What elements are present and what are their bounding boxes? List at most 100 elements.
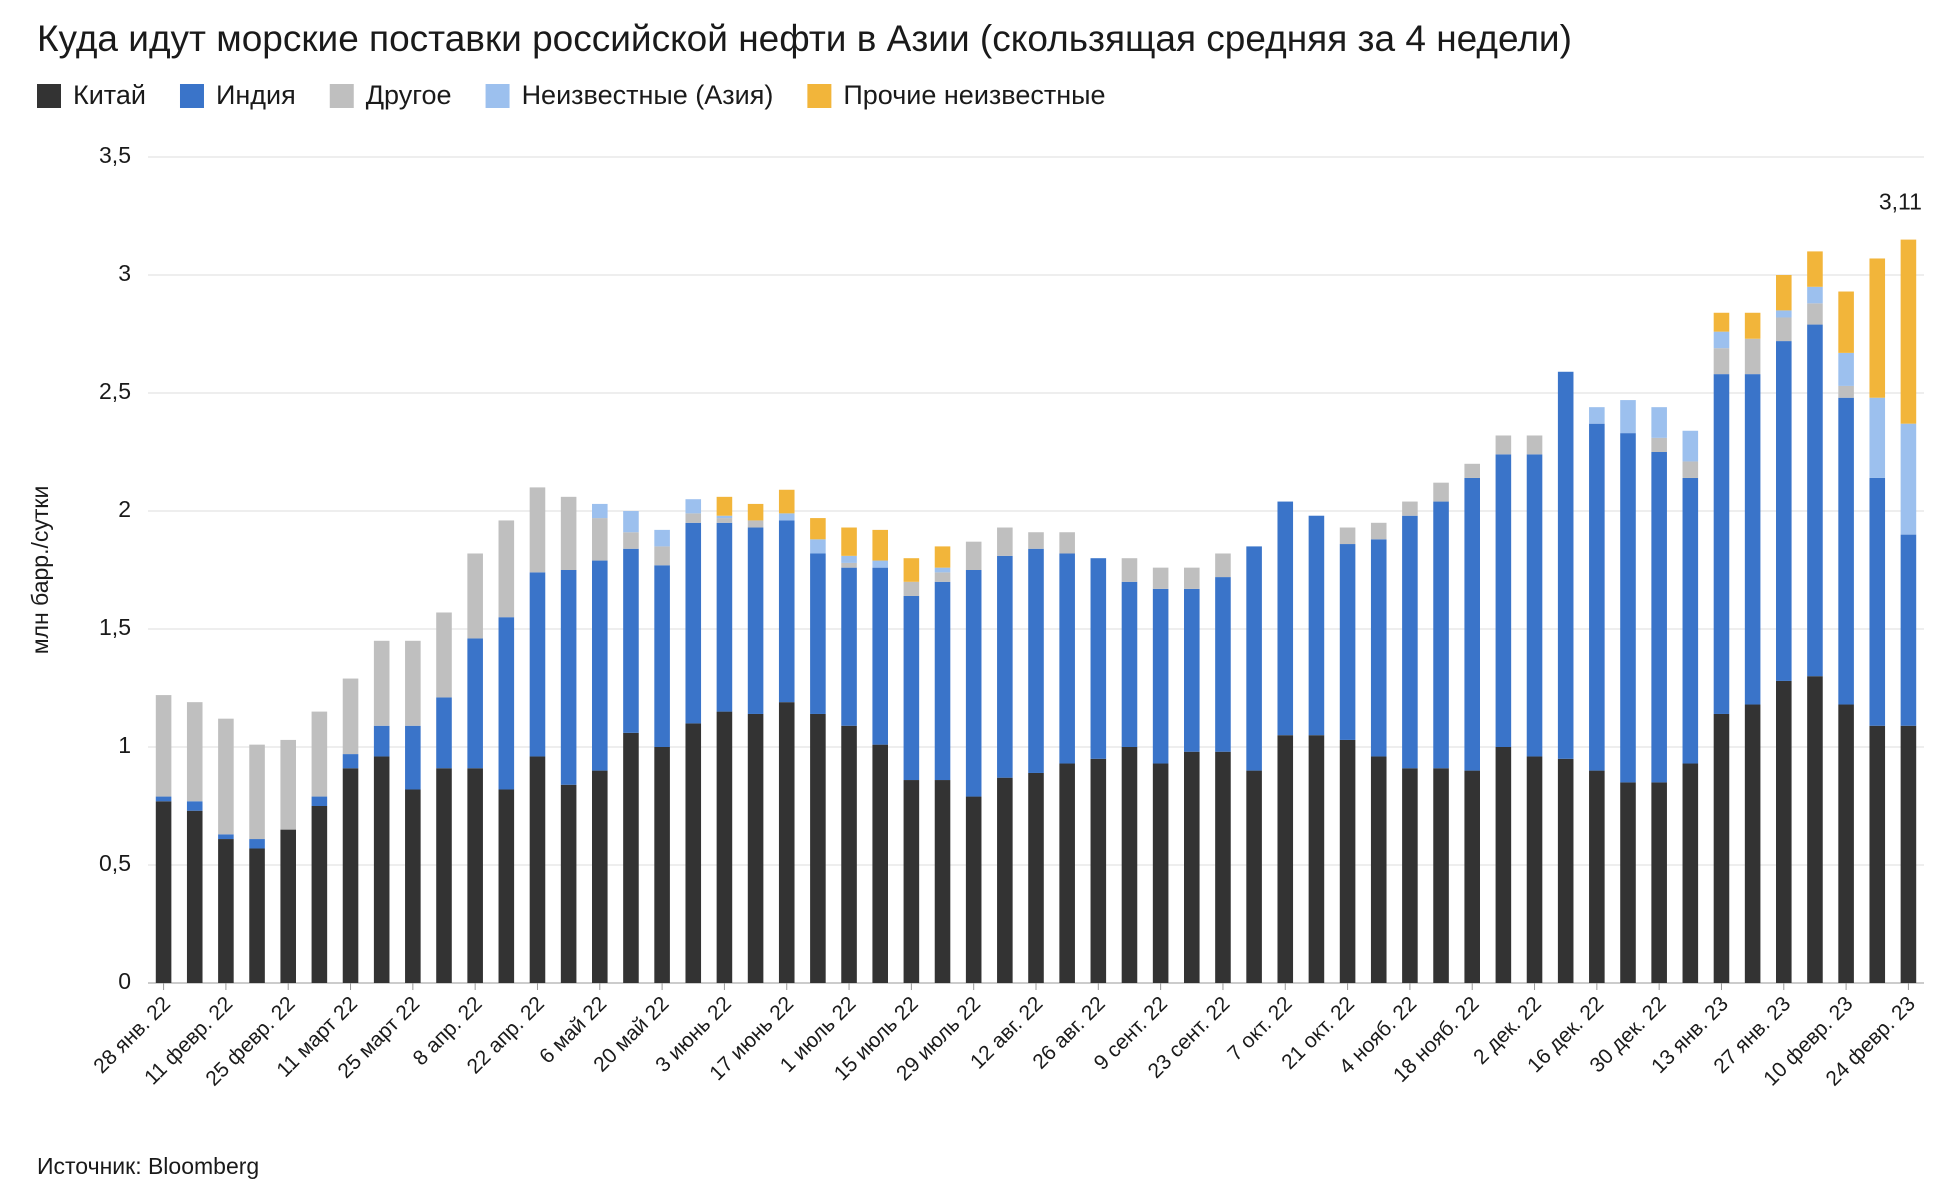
bar-segment	[685, 522, 702, 724]
bar-segment	[1900, 725, 1917, 983]
bar-segment	[1370, 539, 1387, 757]
bar-segment	[1402, 501, 1418, 516]
bar-segment	[1807, 676, 1823, 983]
bar-segment	[467, 638, 483, 769]
bar-segment	[405, 725, 421, 790]
bar-segment	[1838, 397, 1854, 705]
bar-segment	[1402, 768, 1418, 983]
bar-segment	[1090, 558, 1107, 759]
bar-segment	[1869, 477, 1886, 726]
bar-segment	[1869, 397, 1886, 478]
bar-segment	[218, 839, 234, 983]
bar-segment	[1807, 251, 1823, 287]
bar-segment	[1776, 317, 1792, 342]
bar-segment	[903, 558, 920, 582]
bar-segment	[592, 770, 608, 983]
bar-segment	[1215, 553, 1231, 578]
bar-segment	[405, 789, 421, 983]
bar-segment	[1682, 430, 1699, 462]
bar-segment	[654, 565, 670, 747]
bar-segment	[1370, 756, 1387, 983]
bar-segment	[841, 555, 857, 563]
bar-segment	[903, 581, 920, 596]
bar-segment	[623, 548, 639, 733]
bar-segment	[1651, 452, 1667, 783]
bar-segment	[747, 520, 764, 528]
bar-segment	[1838, 704, 1854, 983]
bar-segment	[560, 784, 577, 983]
bar-segment	[1370, 522, 1387, 540]
bar-segment	[810, 518, 826, 540]
legend-label: Прочие неизвестные	[843, 80, 1105, 110]
y-tick-label: 3	[118, 260, 131, 286]
bar-segment	[1807, 324, 1823, 677]
bar-segment	[934, 572, 951, 582]
bar-segment	[1557, 758, 1574, 983]
bar-segment	[1744, 338, 1761, 375]
y-tick-label: 1,5	[99, 614, 131, 640]
bar-segment	[841, 725, 857, 983]
bar-segment	[1682, 763, 1699, 983]
bar-segment	[1526, 435, 1543, 455]
bar-segment	[841, 567, 857, 726]
bar-segment	[934, 780, 951, 983]
bar-segment	[1557, 371, 1574, 759]
bar-segment	[1246, 770, 1262, 983]
bar-segment	[716, 518, 733, 523]
bar-segment	[1744, 704, 1761, 983]
bar-segment	[1152, 763, 1169, 983]
legend-label: Другое	[366, 80, 452, 110]
bar-segment	[934, 567, 951, 573]
y-tick-label: 1	[118, 732, 131, 758]
bar-segment	[1713, 374, 1730, 714]
bar-segment	[747, 713, 764, 983]
bar-segment	[685, 723, 702, 983]
bar-segment	[965, 570, 982, 797]
bar-segment	[436, 612, 452, 698]
bar-segment	[810, 713, 826, 983]
bar-segment	[1776, 275, 1792, 311]
bar-segment	[529, 487, 546, 573]
bar-segment	[342, 768, 359, 983]
bar-segment	[498, 617, 515, 790]
bar-segment	[311, 796, 328, 806]
bar-segment	[1121, 747, 1138, 983]
bar-segment	[186, 801, 203, 811]
bar-segment	[997, 527, 1013, 556]
bar-segment	[872, 567, 888, 745]
bar-segment	[249, 839, 265, 849]
bar-segment	[1807, 303, 1823, 325]
bar-segment	[716, 515, 733, 519]
bar-segment	[1838, 352, 1854, 386]
bar-segment	[903, 595, 920, 781]
bar-segment	[1807, 286, 1823, 304]
bar-segment	[1713, 348, 1730, 375]
bar-segment	[1495, 435, 1512, 455]
bar-segment	[654, 747, 670, 983]
bar-segment	[1028, 532, 1044, 549]
bar-segment	[560, 570, 577, 785]
bar-segment	[592, 560, 608, 771]
bar-segment	[778, 702, 795, 983]
bar-segment	[1838, 291, 1854, 353]
bar-segment	[1433, 501, 1449, 769]
bar-segment	[1464, 477, 1480, 771]
bar-segment	[498, 789, 515, 983]
legend-label: Индия	[216, 80, 296, 110]
bar-segment	[467, 553, 483, 639]
legend-label: Китай	[73, 80, 146, 110]
bar-segment	[1526, 454, 1543, 757]
source: Источник: Bloomberg	[37, 1153, 259, 1179]
chart-title: Куда идут морские поставки российской не…	[37, 18, 1572, 59]
bar-segment	[436, 697, 452, 769]
bar-segment	[1339, 527, 1356, 545]
bar-segment	[249, 848, 265, 983]
bar-segment	[1059, 532, 1075, 554]
bar-segment	[1059, 553, 1075, 764]
bar-segment	[1620, 400, 1636, 434]
legend-label: Неизвестные (Азия)	[522, 80, 774, 110]
bar-segment	[1339, 739, 1356, 983]
bar-segment	[405, 640, 421, 726]
bar-segment	[155, 695, 172, 797]
